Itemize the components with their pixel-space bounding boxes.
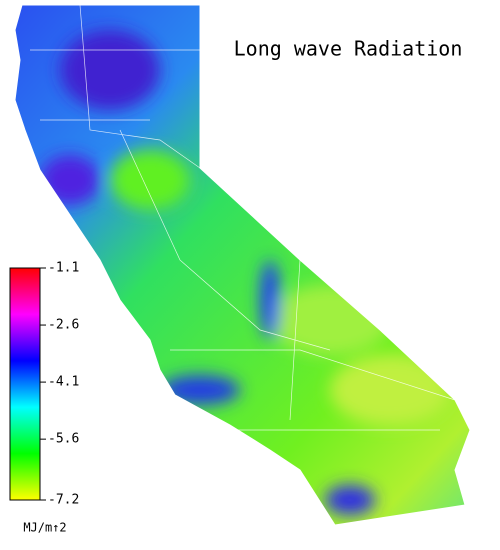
colorbar-tick-label: -1.1 [48, 261, 79, 276]
colorbar-tick-label: -4.1 [48, 375, 79, 390]
colorbar-tick-label: -5.6 [48, 432, 79, 447]
colorbar [9, 267, 41, 501]
colorbar-unit: MJ/m↑2 [23, 521, 66, 535]
colorbar-tick-label: -7.2 [48, 493, 79, 508]
map-title: Long wave Radiation [234, 37, 463, 61]
colorbar-tick-label: -2.6 [48, 318, 79, 333]
